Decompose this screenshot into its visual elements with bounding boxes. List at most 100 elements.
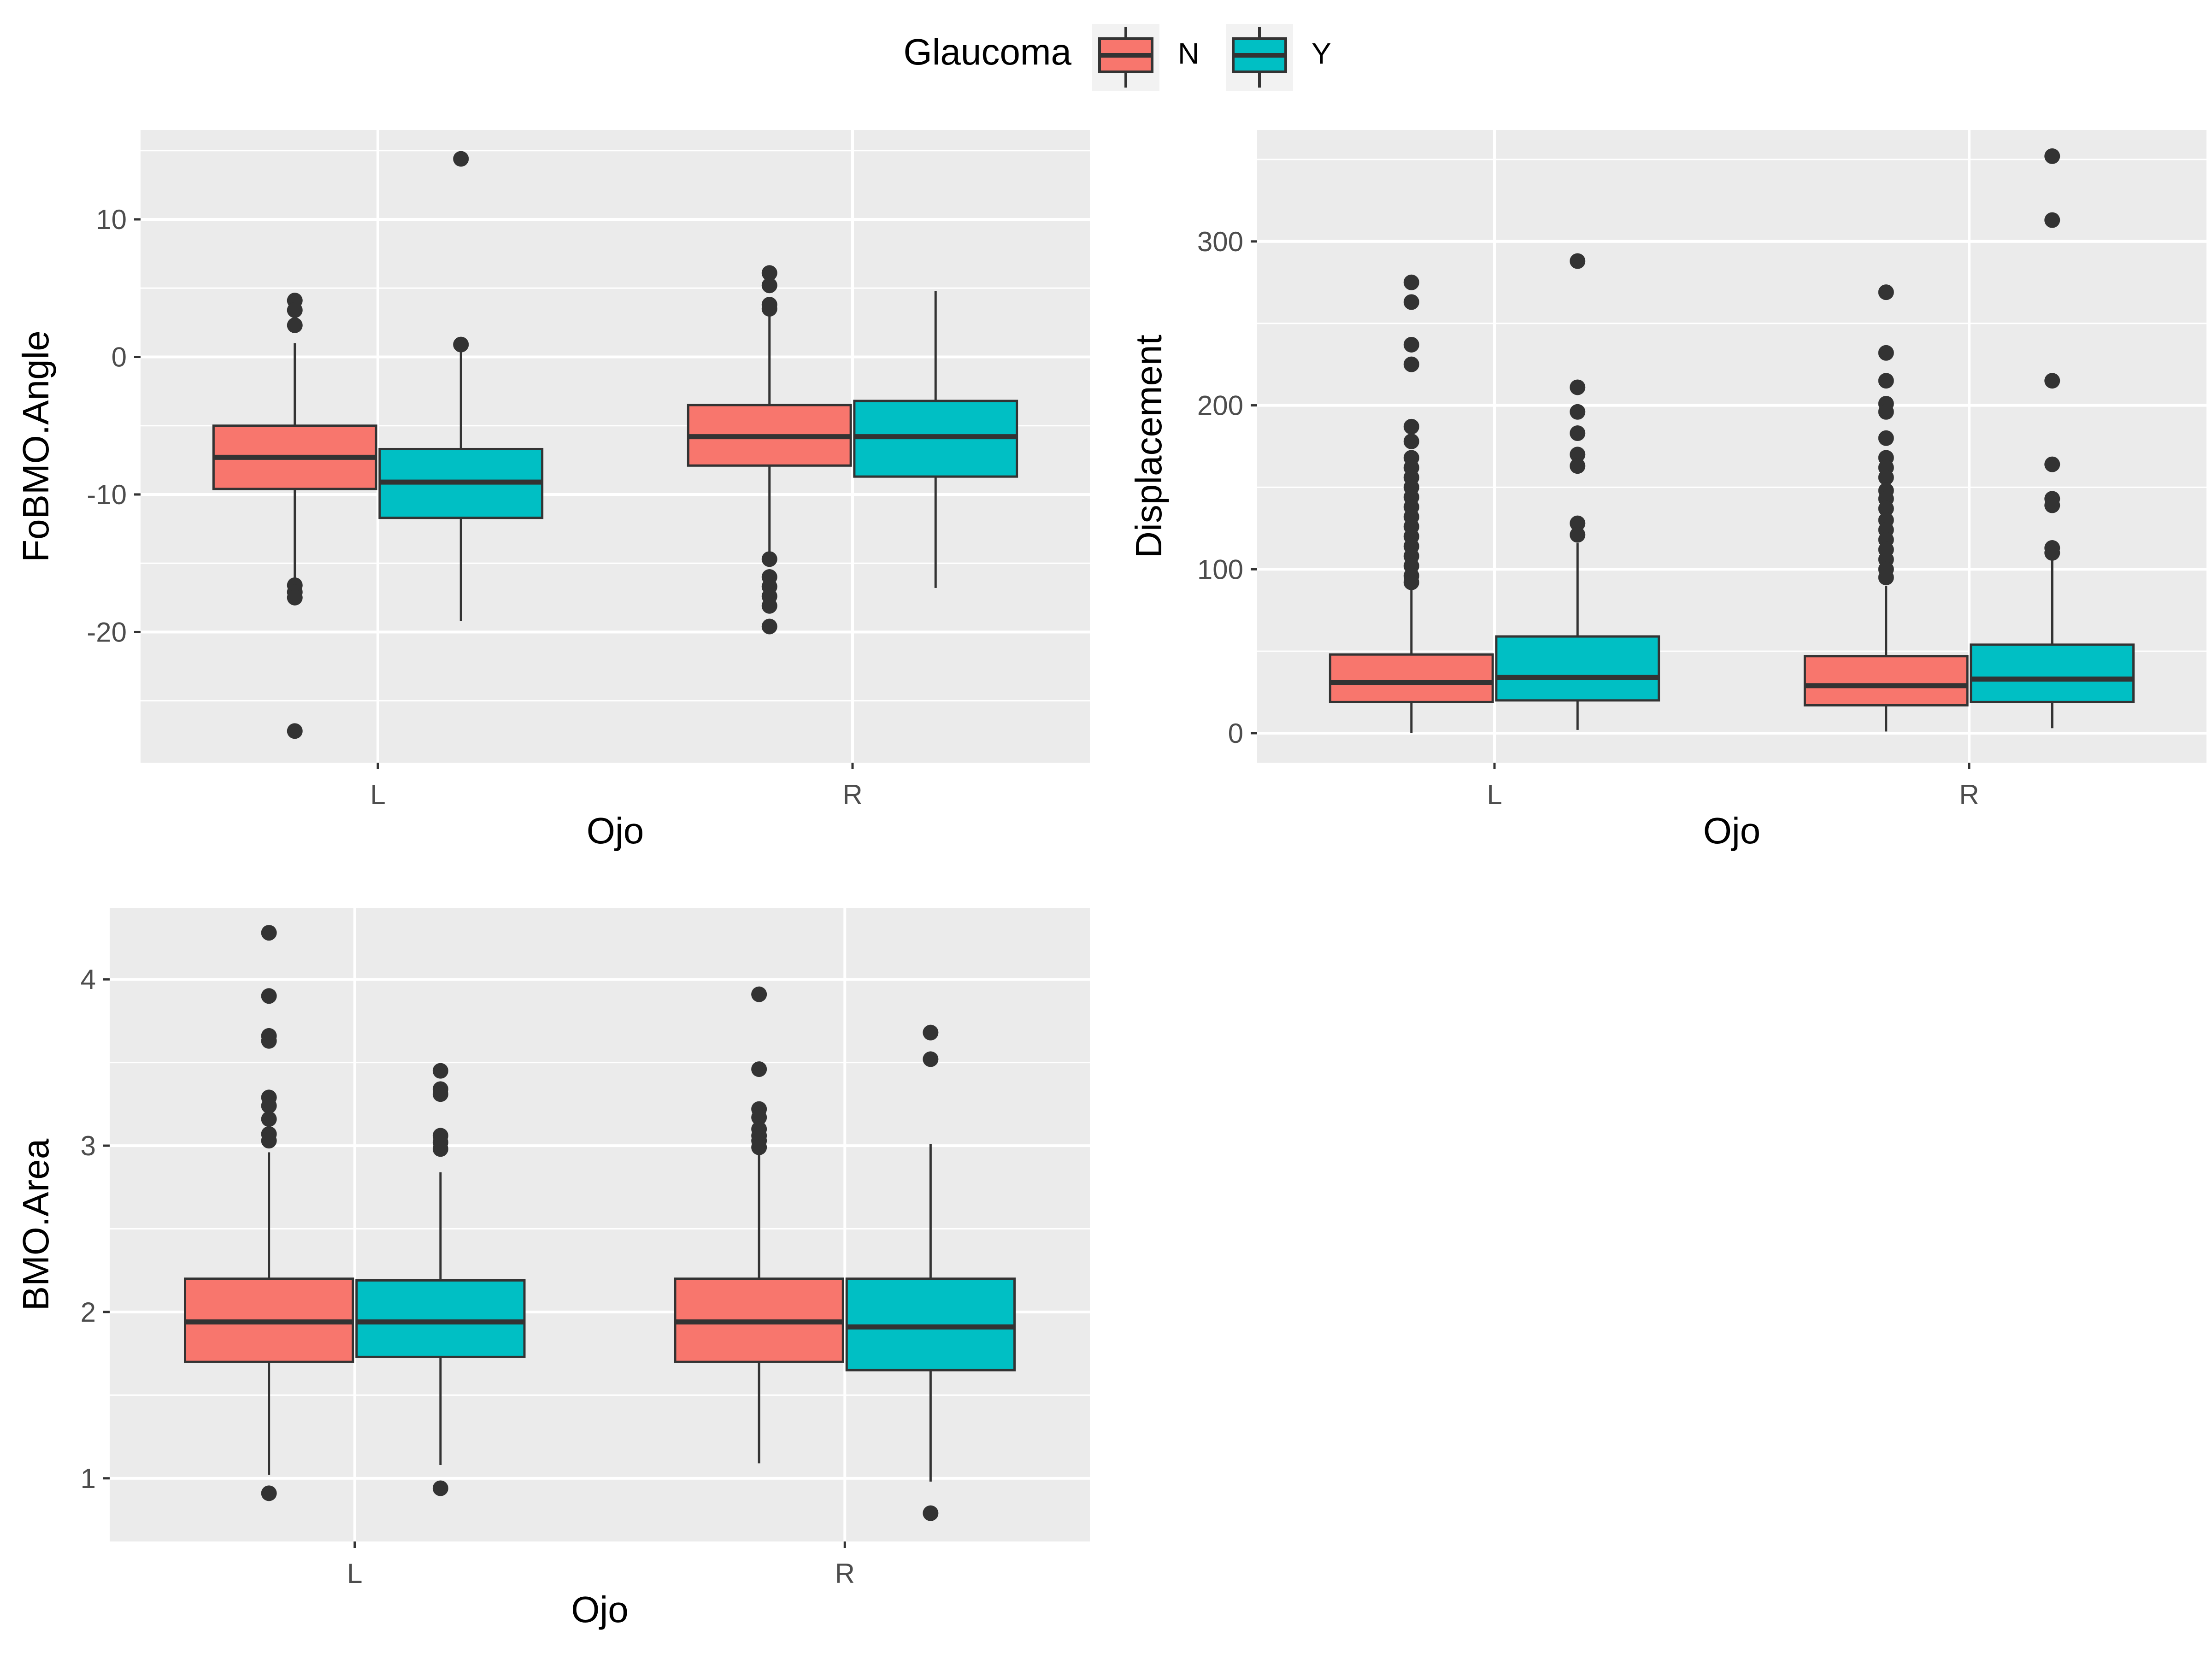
- x-axis-title: Ojo: [1703, 810, 1761, 851]
- box-l-n-outlier: [287, 317, 303, 333]
- box-l-n-outlier: [261, 1098, 277, 1114]
- y-tick-label: 3: [81, 1130, 96, 1161]
- box-r-y-outlier: [2044, 373, 2060, 389]
- box-r-y-iqr: [1970, 643, 2135, 703]
- legend: Glaucoma N Y: [903, 24, 1331, 91]
- y-tick-label: 100: [1197, 554, 1243, 585]
- box-r-n-outlier: [761, 598, 777, 614]
- y-tick-label: 300: [1197, 226, 1243, 257]
- box-r-y-outlier: [2044, 456, 2060, 472]
- box-r-y-outlier: [2044, 148, 2060, 164]
- panel-fobmo-angle: 10 0 -10 -20 L R Ojo FoBMO.Angle: [15, 130, 1090, 851]
- y-tick-label: 200: [1197, 390, 1243, 421]
- box-r-n-outlier: [751, 1139, 767, 1155]
- legend-label-n: N: [1178, 37, 1199, 70]
- box-l-n-outlier: [261, 1111, 277, 1127]
- box-l-y: [355, 1063, 526, 1496]
- box-r-y-outlier: [923, 1505, 939, 1521]
- box-r-n-outlier: [761, 265, 777, 281]
- x-axis-title: Ojo: [571, 1589, 629, 1630]
- box-r-n-outlier: [761, 301, 777, 317]
- x-tick-label-r: R: [1959, 779, 1979, 810]
- box-l-y-outlier: [432, 1141, 448, 1157]
- y-tick-label: 10: [96, 204, 127, 235]
- box-l-y-outlier: [1570, 447, 1586, 463]
- box-r-n-iqr: [1803, 655, 1969, 707]
- box-l-y-outlier: [1570, 404, 1586, 420]
- box-l-y-outlier: [453, 336, 469, 353]
- box-l-n-outlier: [1403, 294, 1419, 310]
- box-r-n-outlier: [751, 986, 767, 1002]
- panel-bmo-area: 4 3 2 1 L R Ojo BMO.Area: [15, 908, 1090, 1630]
- box-l-y-outlier: [432, 1086, 448, 1102]
- box-r-n-outlier: [761, 551, 777, 567]
- box-l-n-outlier: [261, 925, 277, 941]
- box-r-y-outlier: [2044, 497, 2060, 513]
- panel-displacement: 300 200 100 0 L R Ojo Displacement: [1128, 130, 2206, 851]
- box-l-n: [212, 293, 377, 739]
- box-r-y-outlier: [2044, 212, 2060, 228]
- x-tick-label-r: R: [835, 1558, 855, 1589]
- box-r-n-outlier: [1878, 284, 1894, 300]
- box-r-n-outlier: [1878, 500, 1894, 517]
- box-l-y-outlier: [1570, 253, 1586, 269]
- box-l-n-outlier: [287, 302, 303, 318]
- box-l-y-outlier: [1570, 527, 1586, 543]
- box-l-n-outlier: [287, 589, 303, 606]
- box-r-n-outlier: [1878, 404, 1894, 420]
- legend-entry-n: N: [1092, 24, 1199, 91]
- box-r-n-outlier: [751, 1109, 767, 1125]
- legend-label-y: Y: [1312, 37, 1331, 70]
- y-tick-label: 2: [81, 1297, 96, 1328]
- box-r-y-outlier: [923, 1024, 939, 1041]
- box-l-y-iqr: [355, 1279, 526, 1358]
- box-l-n-outlier: [1403, 433, 1419, 449]
- x-tick-label-l: L: [370, 779, 385, 810]
- x-axis-title: Ojo: [587, 810, 644, 851]
- box-l-n-outlier: [261, 1033, 277, 1049]
- box-l-n-outlier: [261, 1485, 277, 1501]
- box-l-y: [378, 151, 544, 621]
- box-r-n-outlier: [761, 618, 777, 635]
- y-tick-label: 0: [112, 341, 127, 372]
- x-tick-label-l: L: [347, 1558, 362, 1589]
- box-r-y: [853, 291, 1018, 588]
- legend-entry-y: Y: [1226, 24, 1331, 91]
- y-axis-title: Displacement: [1128, 335, 1169, 558]
- box-l-n-outlier: [261, 988, 277, 1004]
- box-l-n-outlier: [1403, 336, 1419, 353]
- y-axis-title: BMO.Area: [15, 1138, 56, 1311]
- y-tick-label: -20: [87, 617, 127, 647]
- box-l-y-outlier: [1570, 425, 1586, 441]
- box-l-n: [184, 925, 354, 1501]
- box-l-n-outlier: [1403, 574, 1419, 590]
- box-l-y-outlier: [432, 1063, 448, 1079]
- box-r-n-outlier: [761, 277, 777, 294]
- box-r-y: [1970, 148, 2135, 729]
- box-r-y-outlier: [923, 1051, 939, 1067]
- box-l-y-outlier: [432, 1480, 448, 1496]
- y-tick-label: 4: [81, 964, 96, 995]
- box-l-n-outlier: [1403, 418, 1419, 435]
- y-axis-title: FoBMO.Angle: [15, 330, 56, 562]
- box-l-y-outlier: [453, 151, 469, 167]
- y-tick-label: 1: [81, 1463, 96, 1494]
- box-r-n: [687, 265, 852, 635]
- box-l-y-outlier: [1570, 515, 1586, 531]
- box-r-n-outlier: [1878, 345, 1894, 361]
- box-l-n-outlier: [1403, 356, 1419, 372]
- box-l-n-outlier: [287, 723, 303, 739]
- y-tick-label: 0: [1228, 718, 1243, 749]
- box-l-y-outlier: [1570, 379, 1586, 395]
- box-r-n-outlier: [1878, 470, 1894, 486]
- box-l-n-iqr: [1329, 653, 1494, 703]
- box-r-y: [845, 1024, 1016, 1521]
- box-l-y-outlier: [1570, 458, 1586, 474]
- box-l-y-iqr: [1495, 635, 1660, 702]
- box-r-n: [674, 986, 844, 1464]
- x-tick-label-l: L: [1487, 779, 1502, 810]
- box-r-n-outlier: [1878, 430, 1894, 446]
- box-r-y-outlier: [2044, 545, 2060, 561]
- box-r-n-outlier: [751, 1061, 767, 1077]
